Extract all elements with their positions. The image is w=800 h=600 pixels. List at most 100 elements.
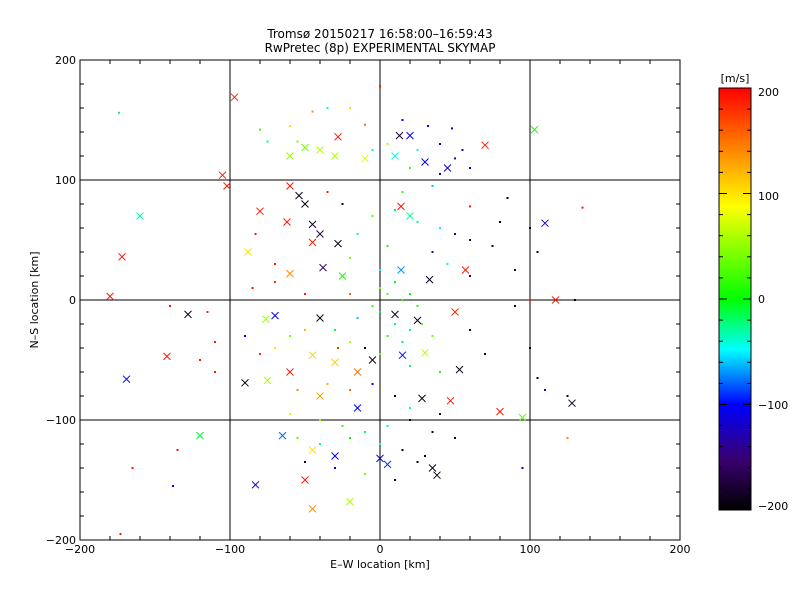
data-point-cross (283, 218, 291, 226)
data-point-dot (341, 425, 344, 427)
cross-stroke (301, 476, 309, 484)
data-point-dot (251, 287, 254, 289)
cross-stroke (263, 376, 272, 385)
data-point-dot (379, 443, 381, 445)
data-point-dot (169, 305, 171, 307)
cross-stroke (406, 131, 414, 140)
y-tick-label: 200 (55, 54, 76, 67)
cross-stroke (271, 311, 279, 320)
data-point-cross (518, 413, 527, 422)
x-tick-label: −100 (215, 543, 245, 556)
data-point-dot (454, 233, 456, 235)
data-point-cross (106, 292, 114, 301)
cross-stroke (301, 143, 309, 152)
data-point-dot (214, 341, 216, 343)
data-point-dot (394, 281, 396, 283)
cross-stroke (397, 266, 405, 274)
data-point-dot (484, 353, 486, 355)
data-point-dot (259, 128, 261, 131)
data-point-cross (541, 219, 549, 228)
data-point-dot (386, 245, 389, 247)
data-point-dot (454, 157, 456, 160)
data-point-cross (122, 375, 131, 384)
data-point-cross (346, 497, 354, 506)
cross-stroke (308, 351, 317, 360)
data-point-dot (394, 209, 396, 211)
data-point-cross (331, 152, 339, 160)
data-point-dot (274, 347, 276, 349)
data-point-dot (469, 167, 471, 169)
data-point-dot (259, 353, 261, 355)
data-point-dot (581, 206, 584, 209)
data-point-dot (416, 461, 419, 463)
data-point-cross (338, 272, 347, 280)
cross-stroke (308, 446, 317, 454)
data-point-cross (443, 164, 452, 172)
data-point-dot (214, 371, 216, 373)
cross-stroke (331, 152, 339, 160)
cross-stroke (316, 146, 324, 154)
data-point-dot (379, 311, 381, 313)
cross-stroke (278, 431, 287, 440)
cross-stroke (433, 471, 441, 480)
data-point-cross (301, 200, 309, 208)
data-point-dot (274, 281, 276, 283)
data-point-dot (349, 341, 351, 343)
cross-stroke (421, 158, 429, 166)
cross-stroke (353, 368, 362, 376)
data-point-cross (461, 266, 470, 274)
cross-stroke (451, 308, 459, 316)
cross-stroke (244, 248, 252, 256)
data-point-dot (296, 437, 299, 439)
colorbar-tick-label: 200 (758, 86, 779, 99)
data-point-dot (326, 383, 329, 385)
cross-stroke (286, 182, 294, 190)
data-point-cross (184, 310, 192, 319)
cross-stroke (541, 219, 549, 228)
cross-stroke (286, 368, 294, 376)
data-point-cross (286, 269, 294, 278)
data-point-cross (353, 368, 362, 376)
data-point-cross (455, 365, 464, 374)
data-point-cross (418, 394, 426, 403)
data-point-dot (379, 353, 381, 355)
data-point-dot (244, 335, 246, 337)
data-point-dot (536, 377, 539, 379)
grid-lines (80, 60, 680, 540)
data-point-cross (295, 191, 303, 200)
data-point-cross (286, 182, 294, 190)
data-point-dot (326, 107, 329, 109)
data-point-dot (566, 437, 569, 439)
data-point-cross (286, 368, 294, 376)
data-point-cross (316, 314, 324, 322)
data-point-dot (131, 467, 134, 469)
data-point-cross (230, 93, 239, 102)
data-point-cross (530, 125, 539, 134)
cross-stroke (398, 351, 407, 360)
cross-stroke (218, 171, 227, 180)
cross-stroke (446, 396, 455, 405)
x-tick-label: −200 (65, 543, 95, 556)
data-point-dot (431, 185, 434, 187)
data-point-dot (334, 467, 336, 469)
data-point-dot (371, 383, 374, 385)
cross-stroke (122, 375, 131, 384)
data-point-dot (514, 269, 516, 271)
data-point-cross (241, 378, 249, 387)
data-point-cross (262, 315, 270, 324)
data-point-dot (206, 311, 209, 313)
cross-stroke (418, 394, 426, 403)
data-point-cross (316, 392, 324, 400)
data-point-dot (409, 293, 411, 295)
x-axis-label: E–W location [km] (330, 558, 430, 571)
cross-stroke (455, 365, 464, 374)
data-point-cross (433, 471, 441, 480)
data-point-dot (431, 431, 434, 433)
data-point-cross (251, 480, 260, 489)
data-point-dot (386, 293, 389, 295)
y-axis-label: N–S location [km] (28, 251, 41, 348)
cross-stroke (421, 348, 429, 357)
data-point-dot (254, 233, 257, 235)
data-point-dot (529, 299, 531, 301)
cross-stroke (518, 413, 527, 422)
